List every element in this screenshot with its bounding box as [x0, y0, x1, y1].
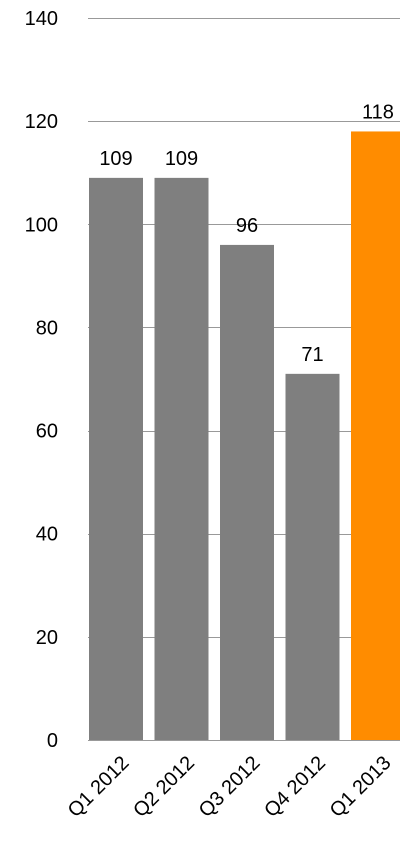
y-tick-label-0: 0 — [47, 730, 58, 752]
x-tick-label-q1-2013: Q1 2013 — [326, 752, 396, 822]
x-tick-label-q1-2012: Q1 2012 — [64, 752, 134, 822]
y-tick-label-20: 20 — [36, 627, 58, 649]
bar-q2-2012 — [154, 177, 209, 740]
bar-q4-2012 — [285, 373, 340, 740]
y-tick-label-40: 40 — [36, 524, 58, 546]
bar-q1-2012 — [89, 177, 143, 740]
data-label-q1-2012: 109 — [99, 148, 132, 170]
y-tick-label-60: 60 — [36, 421, 58, 443]
bar-q1-2013 — [351, 131, 400, 740]
y-tick-label-120: 120 — [25, 111, 58, 133]
bar-q3-2012 — [220, 244, 274, 740]
y-tick-label-140: 140 — [25, 8, 58, 30]
y-tick-label-80: 80 — [36, 317, 58, 339]
x-tick-label-q2-2012: Q2 2012 — [129, 752, 199, 822]
x-tick-label-q3-2012: Q3 2012 — [195, 752, 265, 822]
data-label-q2-2012: 109 — [165, 148, 198, 170]
bars — [89, 131, 400, 740]
data-label-q1-2013: 118 — [362, 101, 394, 123]
y-tick-label-100: 100 — [25, 214, 58, 236]
data-label-q3-2012: 96 — [236, 215, 258, 237]
y-axis-tick-labels: 0 20 40 60 80 100 120 140 — [25, 8, 58, 752]
data-labels: 109 109 96 71 118 — [99, 101, 394, 365]
data-label-q4-2012: 71 — [301, 344, 323, 366]
x-tick-label-q4-2012: Q4 2012 — [260, 752, 330, 822]
